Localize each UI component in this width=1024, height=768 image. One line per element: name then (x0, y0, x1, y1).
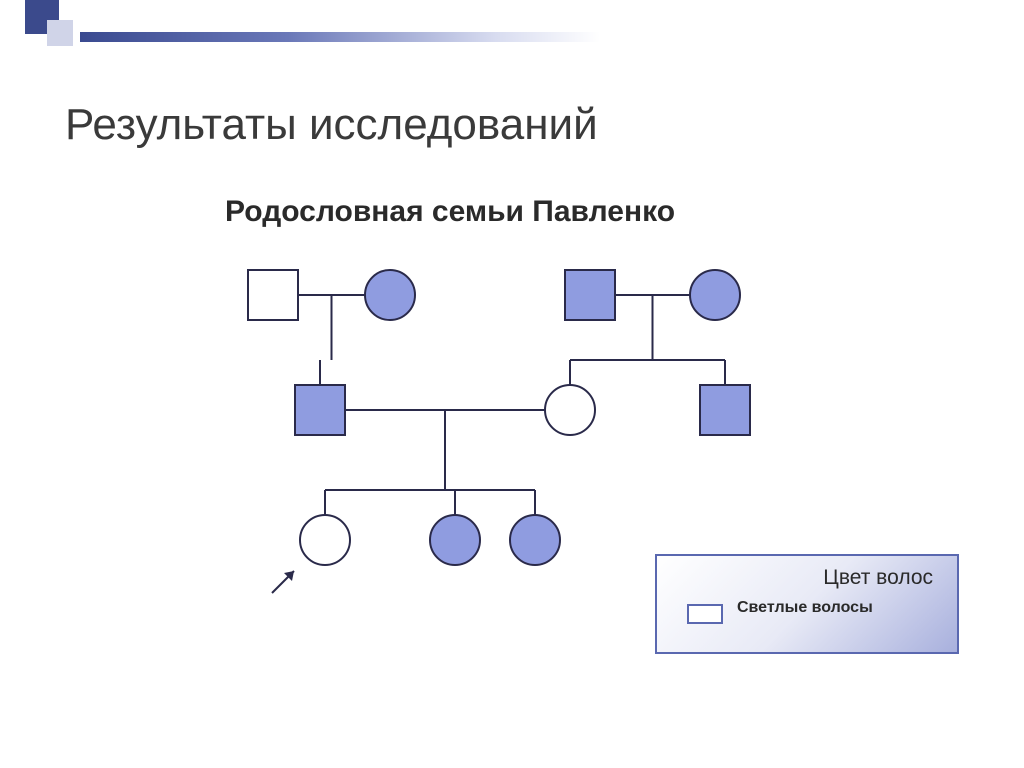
legend-box: Цвет волос Светлые волосы (655, 554, 959, 654)
legend-title: Цвет волос (823, 566, 933, 590)
legend-swatch-unaffected (687, 604, 723, 624)
pedigree-diagram (200, 250, 800, 600)
slide-decor (0, 0, 1024, 50)
decor-gradient-bar (80, 32, 600, 42)
decor-square-light (47, 20, 73, 46)
slide-title: Результаты исследований (65, 100, 598, 150)
legend-item-label: Светлые волосы (737, 598, 873, 617)
slide-subtitle: Родословная семьи Павленко (225, 195, 675, 229)
